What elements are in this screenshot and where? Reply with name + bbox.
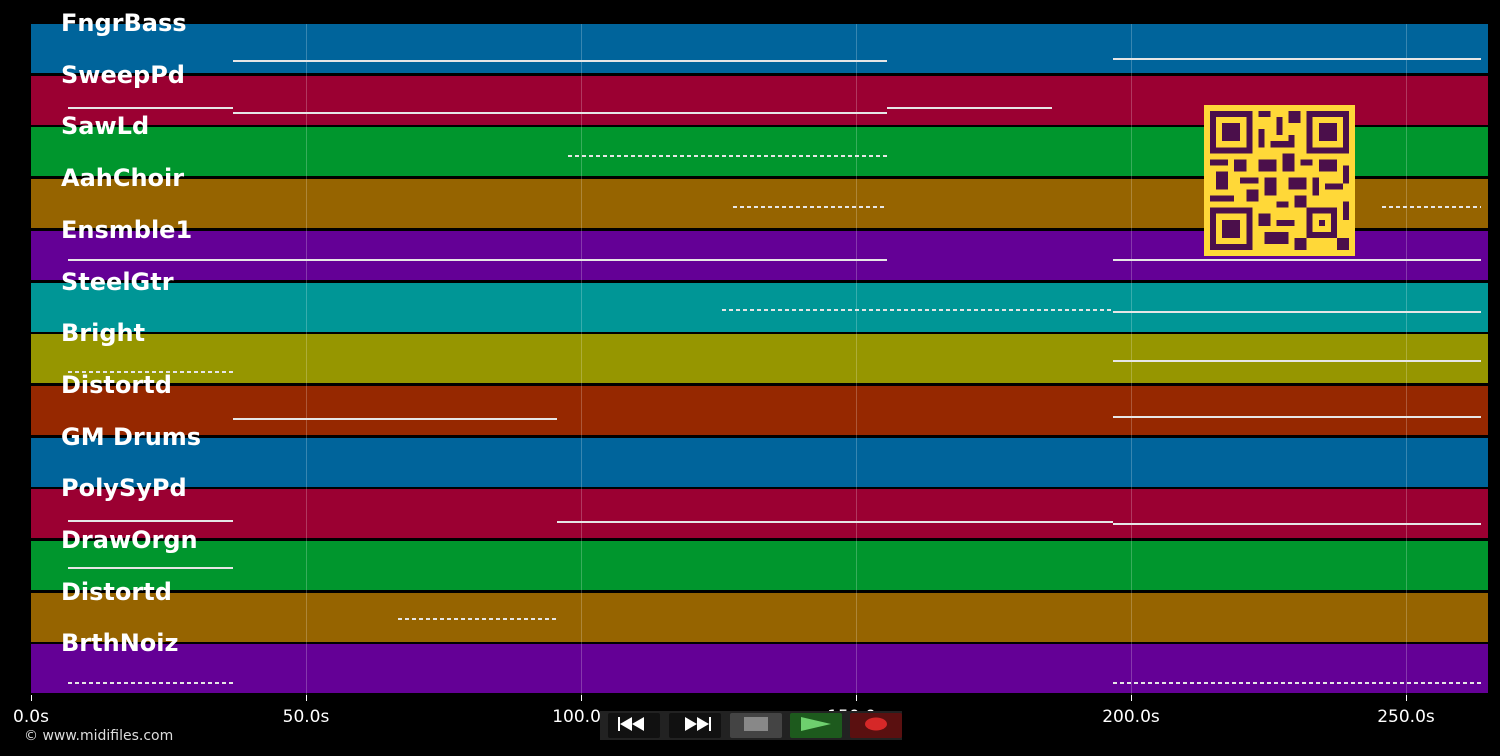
track-label: Bright — [61, 319, 146, 348]
track-lane — [31, 541, 1488, 590]
gridline — [1406, 24, 1407, 696]
note-segment — [1112, 523, 1481, 526]
track-label: SweepPd — [61, 60, 185, 89]
track-label: DrawOrgn — [61, 526, 198, 554]
note-segment — [1112, 360, 1481, 363]
record-button[interactable] — [850, 713, 902, 738]
note-segment — [397, 617, 557, 620]
note-segment — [722, 308, 1113, 311]
tick-mark — [856, 695, 857, 701]
fast-forward-icon — [679, 716, 711, 736]
track-label: BrthNoiz — [61, 629, 179, 658]
track-label: PolySyPd — [61, 474, 187, 503]
track-lane — [31, 592, 1488, 642]
gridline — [306, 24, 307, 696]
stop-button[interactable] — [730, 713, 782, 738]
track-lane — [31, 489, 1488, 539]
track-label: Distortd — [61, 577, 172, 606]
tick-mark — [581, 695, 582, 701]
note-segment — [232, 60, 887, 62]
note-segment — [1112, 258, 1481, 261]
copyright-text: © www.midifiles.com — [24, 728, 174, 744]
time-tick-label: 200.0s — [1102, 707, 1160, 727]
track-label: Distortd — [61, 370, 172, 399]
note-segment — [1112, 310, 1481, 313]
note-segment — [557, 521, 1113, 524]
play-button[interactable] — [790, 713, 842, 738]
gridline — [581, 24, 582, 696]
track-label: GM Drums — [61, 422, 202, 451]
note-segment — [568, 155, 887, 158]
track-label: FngrBass — [61, 9, 187, 37]
note-segment — [1112, 415, 1481, 418]
note-segment — [232, 111, 887, 114]
track-label: AahChoir — [61, 164, 185, 193]
note-segment — [733, 206, 887, 209]
note-segment — [67, 258, 887, 261]
gridline — [1131, 24, 1132, 696]
time-tick-label: 100.0s — [552, 707, 610, 727]
tick-mark — [31, 695, 32, 701]
note-segment — [1382, 206, 1481, 209]
track-lane — [31, 385, 1488, 435]
track-label: SawLd — [61, 112, 150, 141]
note-segment — [1112, 58, 1481, 60]
note-segment — [67, 371, 233, 374]
note-segment — [67, 682, 233, 685]
track-lane — [31, 24, 1488, 73]
track-label: SteelGtr — [61, 267, 174, 296]
note-segment — [67, 106, 233, 109]
note-segment — [232, 417, 557, 420]
time-tick-label: 0.0s — [13, 707, 49, 727]
fast-forward-button[interactable] — [669, 713, 721, 738]
play-icon — [801, 716, 831, 736]
qr-code-icon — [1204, 105, 1355, 256]
tick-mark — [1131, 695, 1132, 701]
note-segment — [67, 567, 233, 569]
time-tick-label: 250.0s — [1377, 707, 1435, 727]
track-lane — [31, 334, 1488, 384]
time-tick-label: 50.0s — [282, 707, 330, 727]
stop-icon — [744, 716, 768, 735]
track-lane — [31, 437, 1488, 487]
note-segment — [887, 106, 1052, 109]
gridline — [856, 24, 857, 696]
transport-bar — [600, 711, 902, 740]
track-label: Ensmble1 — [61, 215, 193, 244]
note-segment — [67, 520, 233, 523]
rewind-button[interactable] — [608, 713, 660, 738]
note-segment — [1112, 682, 1481, 685]
track-lane — [31, 282, 1488, 332]
tick-mark — [1406, 695, 1407, 701]
tick-mark — [306, 695, 307, 701]
rewind-icon — [618, 716, 650, 736]
track-lane — [31, 644, 1488, 694]
record-icon — [864, 716, 888, 735]
